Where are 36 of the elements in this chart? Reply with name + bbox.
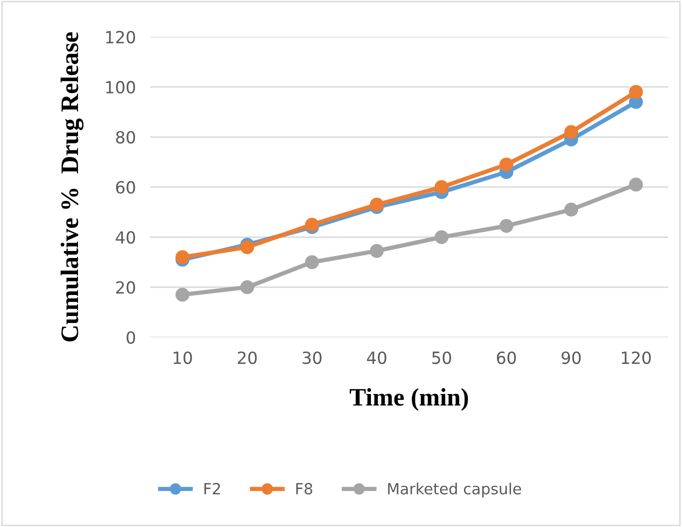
x-axis-title: Time (min) bbox=[350, 388, 468, 411]
point bbox=[629, 178, 643, 192]
x-tick-label: 20 bbox=[238, 351, 257, 364]
point bbox=[175, 250, 190, 264]
y-axis-title: Cumulative % Drug Release bbox=[60, 32, 84, 342]
point bbox=[434, 180, 449, 194]
y-tick-label: 60 bbox=[116, 181, 136, 194]
point bbox=[175, 288, 190, 302]
x-tick-label: 30 bbox=[302, 351, 322, 364]
y-tick-label: 80 bbox=[116, 130, 136, 144]
x-tick-label: 50 bbox=[432, 351, 452, 364]
point bbox=[434, 230, 449, 244]
x-tick-label: 40 bbox=[367, 351, 386, 364]
x-tick-label: 60 bbox=[496, 351, 516, 364]
point bbox=[370, 198, 384, 212]
y-tick-label: 20 bbox=[116, 281, 136, 294]
y-tick-label: 40 bbox=[116, 231, 136, 244]
x-tick-label: 120 bbox=[622, 351, 651, 364]
point bbox=[564, 125, 578, 139]
y-tick-label: 120 bbox=[106, 30, 136, 44]
point bbox=[564, 202, 578, 217]
legend-label: F8 bbox=[296, 482, 312, 494]
point bbox=[370, 244, 384, 258]
point bbox=[499, 158, 514, 172]
point bbox=[305, 255, 319, 270]
point bbox=[240, 280, 254, 294]
x-tick-label: 90 bbox=[562, 351, 581, 364]
y-tick-label: 0 bbox=[126, 331, 136, 344]
point bbox=[305, 218, 319, 232]
y-tick-label: 100 bbox=[106, 80, 136, 94]
legend-label: Marketed capsule bbox=[388, 482, 522, 498]
point bbox=[629, 85, 643, 99]
point bbox=[240, 240, 254, 254]
x-tick-label: 10 bbox=[174, 351, 192, 364]
point bbox=[499, 218, 514, 233]
legend-label: F2 bbox=[204, 482, 220, 494]
